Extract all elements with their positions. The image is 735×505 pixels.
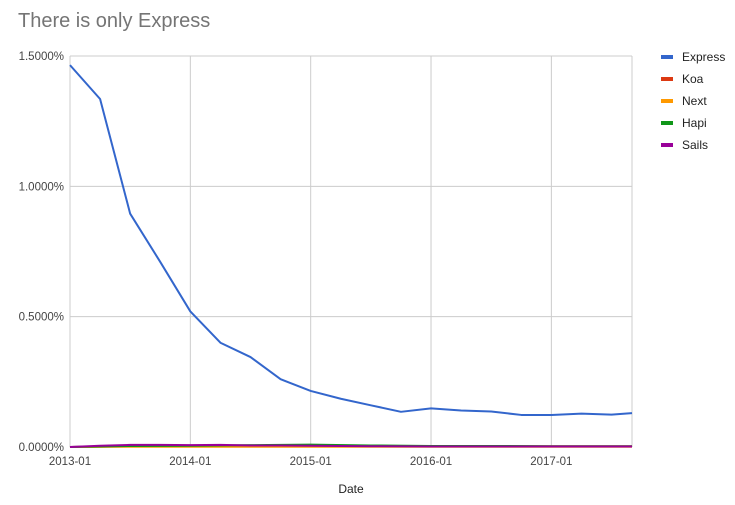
x-axis-title: Date xyxy=(338,482,364,496)
legend-item-express[interactable]: Express xyxy=(661,50,725,64)
x-axis-ticks: 2013-01 2014-01 2015-01 2016-01 2017-01 xyxy=(49,456,573,468)
y-tick-label: 1.5000% xyxy=(19,51,64,63)
x-tick-label: 2014-01 xyxy=(169,456,211,468)
x-tick-label: 2013-01 xyxy=(49,456,91,468)
legend-swatch xyxy=(661,55,673,59)
legend-label: Express xyxy=(682,50,725,64)
series-lines xyxy=(69,64,633,448)
x-tick-label: 2016-01 xyxy=(410,456,452,468)
legend-swatch xyxy=(661,77,673,81)
chart-title: There is only Express xyxy=(18,10,211,32)
legend: Express Koa Next Hapi Sails xyxy=(661,50,725,152)
legend-swatch xyxy=(661,99,673,103)
legend-swatch xyxy=(661,143,673,147)
series-line-express xyxy=(69,64,633,416)
y-tick-label: 0.0000% xyxy=(19,442,64,454)
legend-item-sails[interactable]: Sails xyxy=(661,138,708,152)
x-tick-label: 2017-01 xyxy=(530,456,572,468)
legend-swatch xyxy=(661,121,673,125)
y-tick-label: 1.0000% xyxy=(19,181,64,193)
legend-label: Next xyxy=(682,94,707,108)
legend-label: Sails xyxy=(682,138,708,152)
legend-label: Koa xyxy=(682,72,704,86)
legend-item-hapi[interactable]: Hapi xyxy=(661,116,707,130)
y-axis-ticks: 0.0000% 0.5000% 1.0000% 1.5000% xyxy=(19,51,64,454)
y-tick-label: 0.5000% xyxy=(19,312,64,324)
legend-item-koa[interactable]: Koa xyxy=(661,72,704,86)
legend-label: Hapi xyxy=(682,116,707,130)
legend-item-next[interactable]: Next xyxy=(661,94,707,108)
x-tick-label: 2015-01 xyxy=(290,456,332,468)
series-line-sails xyxy=(69,443,632,448)
